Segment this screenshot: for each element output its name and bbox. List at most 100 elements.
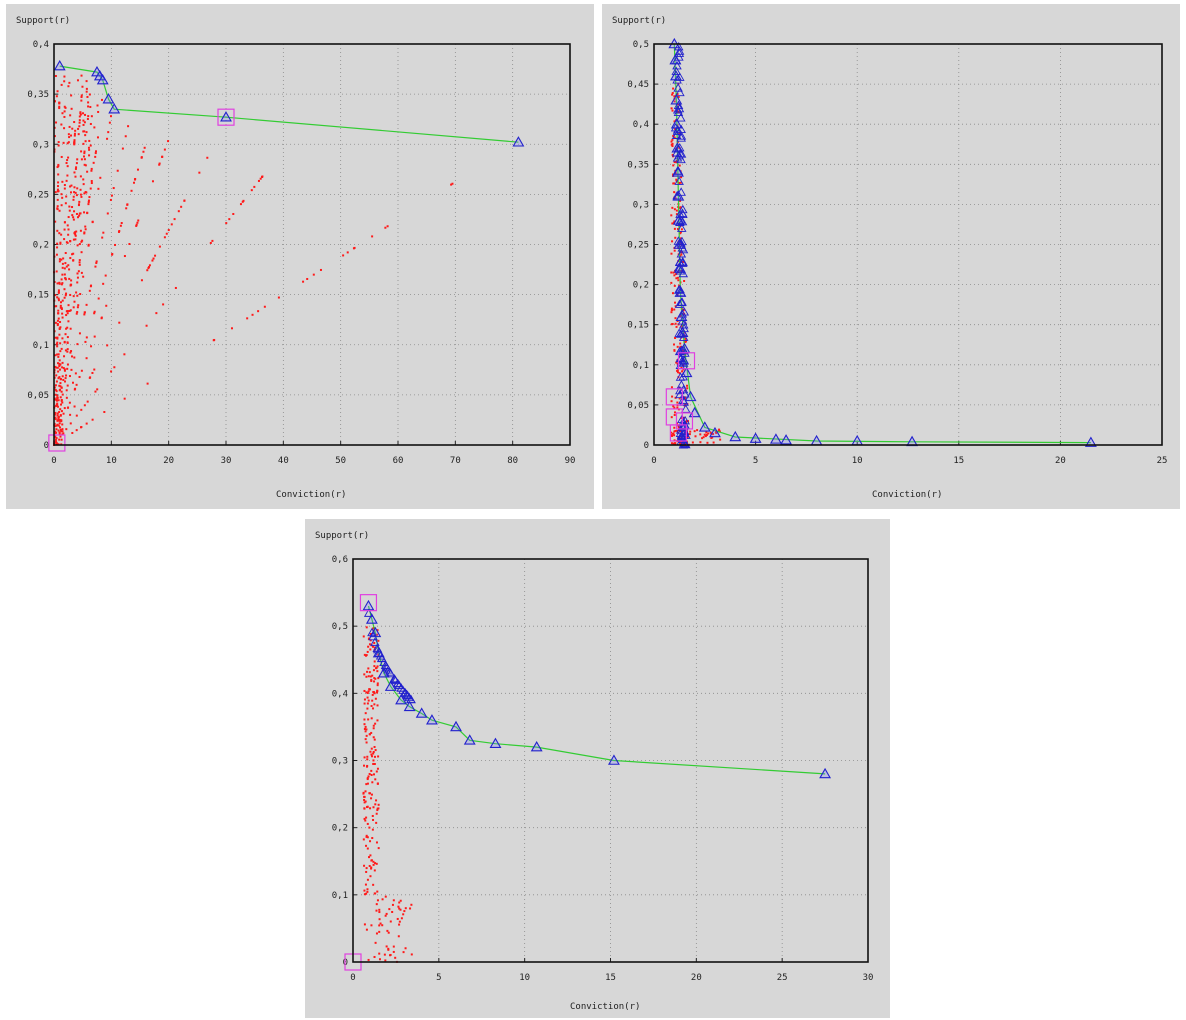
dominated-rule-point (59, 382, 62, 385)
dominated-rule-point (703, 433, 706, 436)
dominated-rule-point (66, 336, 69, 339)
highlight-box (217, 108, 235, 126)
pareto-rule-marker (489, 737, 502, 749)
dominated-rule-point (381, 898, 384, 901)
dominated-rule-point (67, 228, 70, 231)
pareto-rule-marker (677, 236, 687, 246)
dominated-rule-point (376, 684, 379, 687)
pareto-rule-marker (450, 720, 462, 732)
dominated-rule-point (78, 259, 81, 262)
pareto-rule-marker (675, 284, 685, 294)
highlight-box (359, 594, 378, 612)
dominated-rule-point (58, 432, 61, 435)
dominated-rule-point (60, 83, 63, 86)
dominated-rule-point (370, 731, 373, 734)
dominated-rule-point (73, 171, 76, 174)
dominated-rule-point (57, 297, 60, 300)
dominated-rule-point (370, 717, 373, 720)
dominated-rule-point (58, 376, 61, 379)
dominated-rule-point (365, 783, 368, 786)
dominated-rule-point (76, 306, 79, 309)
dominated-rule-point (79, 188, 82, 191)
dominated-rule-point (398, 901, 401, 904)
pareto-rule-marker (672, 148, 682, 157)
dominated-rule-point (673, 426, 676, 429)
dominated-rule-point (384, 895, 387, 898)
pareto-rule-marker (678, 395, 688, 404)
dominated-rule-point (76, 79, 79, 82)
y-tick-label: 0,45 (627, 80, 649, 90)
dominated-rule-point (162, 303, 165, 306)
dominated-rule-point (671, 138, 674, 141)
dominated-rule-point (93, 312, 96, 315)
dominated-rule-point (373, 692, 376, 695)
dominated-rule-point (60, 430, 63, 433)
dominated-rule-point (140, 279, 143, 282)
dominated-rule-point (715, 431, 718, 434)
dominated-rule-point (370, 859, 373, 862)
dominated-rule-point (366, 847, 369, 850)
plot-area: 0 10 20 30 40 50 60 70 80 90 0 0,05 0,1 0,15 0,2 0,25 0,… (27, 40, 575, 466)
pareto-rule-marker (678, 332, 689, 341)
dominated-rule-point (145, 324, 148, 327)
dominated-rule-point (59, 242, 62, 245)
dominated-rule-point (56, 414, 59, 417)
dominated-rule-point (63, 273, 66, 276)
pareto-rule-marker (709, 426, 721, 438)
dominated-rule-point (69, 191, 72, 194)
dominated-rule-point (60, 419, 63, 422)
dominated-rule-point (56, 402, 59, 405)
y-tick-label: 0,4 (332, 689, 348, 699)
dominated-rule-point (57, 181, 60, 184)
dominated-rule-point (69, 422, 72, 425)
x-tick-label: 30 (863, 973, 874, 983)
dominated-rule-point (83, 311, 86, 314)
dominated-rule-point (676, 345, 679, 348)
dominated-rule-point (60, 193, 63, 196)
dominated-rule-point (376, 704, 379, 707)
dominated-rule-point (73, 186, 76, 189)
dominated-rule-point (383, 953, 386, 956)
dominated-rule-point (69, 240, 72, 243)
pareto-rule-marker (678, 320, 689, 329)
dominated-rule-point (362, 635, 365, 638)
dominated-rule-point (363, 889, 366, 892)
x-tick-label: 80 (507, 456, 518, 466)
dominated-rule-point (62, 257, 65, 260)
dominated-rule-point (65, 327, 68, 330)
dominated-rule-point (57, 190, 60, 193)
pareto-rule-marker (96, 73, 109, 85)
pareto-rule-marker (698, 421, 711, 432)
dominated-rule-point (107, 131, 110, 134)
dominated-rule-point (363, 795, 366, 798)
dominated-rule-point (367, 667, 370, 670)
dominated-rule-point (68, 125, 71, 128)
pareto-rule-marker (102, 93, 115, 104)
dominated-rule-point (57, 362, 60, 365)
dominated-rule-point (60, 123, 63, 126)
dominated-rule-point (77, 270, 80, 273)
dominated-rule-point (378, 958, 381, 961)
dominated-rule-point (670, 442, 673, 445)
dominated-rule-point (346, 251, 349, 254)
dominated-rule-point (392, 899, 395, 902)
dominated-rule-point (80, 408, 83, 411)
dominated-rule-point (57, 355, 60, 358)
dominated-rule-point (61, 375, 64, 378)
chart-panel-1: 0 10 20 30 40 50 60 70 80 90 0 0,05 0,1 0,15 0,2 0,25 0,… (6, 4, 594, 509)
dominated-rule-point (375, 909, 378, 912)
dominated-rule-point (57, 377, 60, 380)
pareto-rule-marker (674, 150, 684, 160)
dominated-rule-point (370, 769, 373, 772)
dominated-rule-point (56, 399, 59, 402)
dominated-rule-point (66, 159, 69, 162)
dominated-rule-point (57, 419, 60, 422)
dominated-rule-point (59, 426, 62, 429)
x-axis-label: Conviction(r) (276, 490, 347, 500)
dominated-rule-point (85, 357, 88, 360)
dominated-rule-point (387, 948, 390, 951)
dominated-rule-point (85, 422, 88, 425)
dominated-rule-point (56, 207, 59, 210)
y-tick-label: 0,05 (627, 401, 649, 411)
dominated-rule-point (378, 924, 381, 927)
